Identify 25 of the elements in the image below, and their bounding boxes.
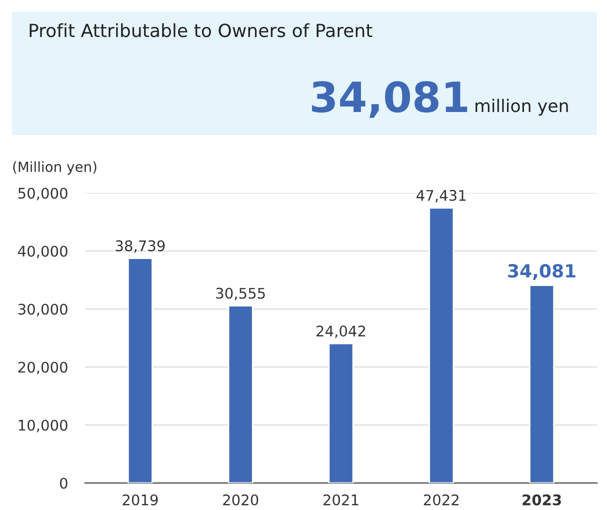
x-tick-label: 2019 [122, 494, 158, 506]
text: million yen [476, 98, 568, 116]
y-tick-label: 40,000 [18, 246, 68, 258]
data-label: 38,739 [116, 240, 165, 253]
text: 34,081 [312, 81, 468, 118]
y-tick-label: 0 [60, 478, 68, 489]
data-label: 47,431 [416, 190, 466, 202]
x-tick-label: 2021 [324, 494, 358, 506]
data-label: 34,081 [508, 264, 576, 280]
x-tick-label: 2022 [424, 494, 458, 506]
x-tick-label: 2023 [522, 494, 561, 506]
y-axis-title: (Million yen) [13, 161, 96, 175]
bar [529, 284, 555, 483]
data-label: 30,555 [216, 288, 265, 300]
chart-title: Profit Attributable to Owners of Parent [30, 23, 372, 38]
y-tick-label: 20,000 [18, 362, 68, 374]
x-tick-label: 2020 [223, 494, 258, 506]
bar [127, 258, 153, 483]
bar [328, 342, 354, 483]
y-tick-label: 30,000 [18, 304, 68, 316]
y-tick-label: 10,000 [18, 420, 68, 432]
bar [428, 207, 454, 483]
bar [228, 305, 254, 483]
data-label: 24,042 [316, 326, 366, 338]
y-tick-label: 50,000 [18, 188, 68, 200]
